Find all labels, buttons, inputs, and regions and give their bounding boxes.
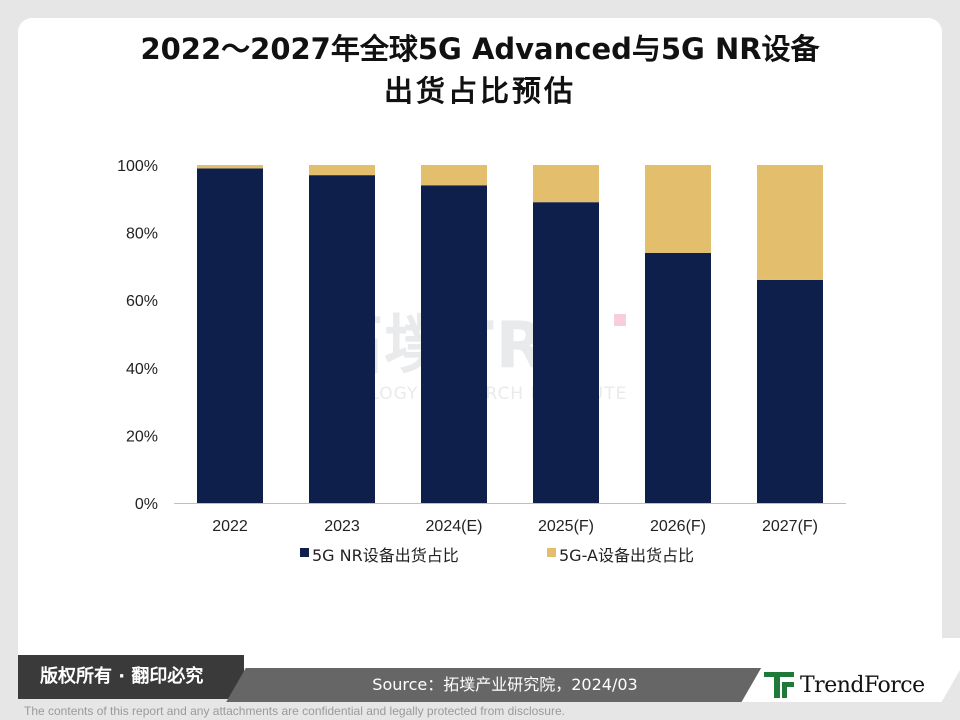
- bar-5g-nr: [197, 168, 263, 503]
- bar-5g-a: [757, 165, 823, 280]
- bar-5g-nr: [757, 279, 823, 503]
- bar-5g-a: [197, 165, 263, 169]
- legend-swatch: [547, 548, 556, 557]
- y-tick-label: 60%: [126, 293, 158, 310]
- legend-label: 5G-A设备出货占比: [559, 546, 694, 565]
- disclaimer: The contents of this report and any atta…: [24, 704, 565, 718]
- y-tick-label: 40%: [126, 361, 158, 378]
- chart-title: 2022～2027年全球5G Advanced与5G NR设备 出货占比预估: [0, 28, 960, 112]
- copyright-badge: 版权所有 · 翻印必究: [18, 655, 244, 699]
- y-tick-label: 80%: [126, 226, 158, 243]
- y-tick-label: 100%: [117, 158, 158, 175]
- bar-5g-a: [309, 165, 375, 176]
- chart-title-line1: 2022～2027年全球5G Advanced与5G NR设备: [140, 32, 820, 66]
- bar-5g-nr: [645, 252, 711, 503]
- x-tick-label: 2027(F): [762, 518, 818, 535]
- source-text: Source：拓墣产业研究院，2024/03: [372, 675, 638, 694]
- trendforce-logo-icon: [764, 672, 794, 698]
- bar-5g-nr: [309, 175, 375, 503]
- trendforce-logo-text: TrendForce: [800, 672, 925, 698]
- chart-title-line2: 出货占比预估: [383, 74, 576, 108]
- legend-swatch: [300, 548, 309, 557]
- x-tick-label: 2024(E): [426, 518, 483, 535]
- bar-5g-nr: [533, 202, 599, 503]
- x-tick-label: 2026(F): [650, 518, 706, 535]
- bar-5g-a: [421, 165, 487, 186]
- x-tick-label: 2022: [212, 518, 248, 535]
- bar-5g-a: [645, 165, 711, 253]
- bar-5g-nr: [421, 185, 487, 503]
- x-tick-label: 2023: [324, 518, 360, 535]
- x-tick-label: 2025(F): [538, 518, 594, 535]
- y-tick-label: 0%: [135, 496, 158, 513]
- legend-label: 5G NR设备出货占比: [312, 546, 459, 565]
- y-tick-label: 20%: [126, 428, 158, 445]
- bar-5g-a: [533, 165, 599, 203]
- trendforce-logo: TrendForce: [764, 668, 925, 702]
